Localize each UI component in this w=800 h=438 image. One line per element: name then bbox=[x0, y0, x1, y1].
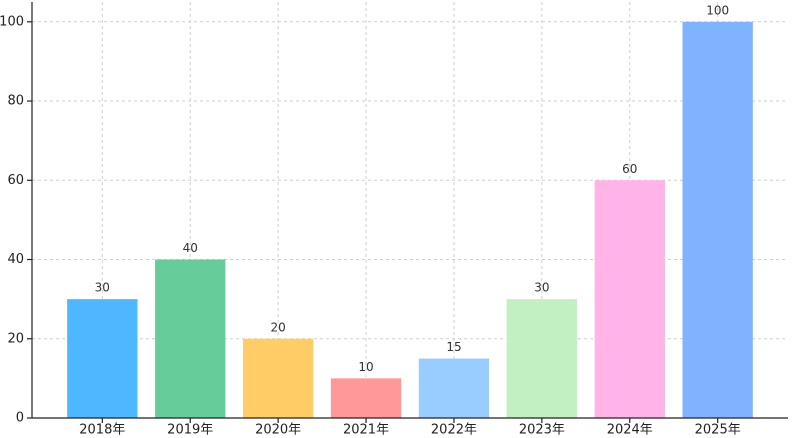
value-label: 10 bbox=[358, 360, 373, 374]
value-label: 15 bbox=[446, 340, 461, 354]
x-tick-label: 2023年 bbox=[519, 423, 565, 438]
y-tick-label: 40 bbox=[7, 252, 24, 267]
y-tick-label: 100 bbox=[0, 14, 24, 29]
x-tick-label: 2019年 bbox=[167, 423, 213, 438]
y-tick-label: 80 bbox=[7, 94, 24, 109]
x-tick-label: 2021年 bbox=[343, 423, 389, 438]
bar bbox=[682, 21, 753, 419]
bar bbox=[418, 358, 490, 418]
x-tick-label: 2020年 bbox=[255, 423, 301, 438]
bar bbox=[330, 378, 402, 418]
bar bbox=[67, 299, 138, 418]
value-label: 40 bbox=[183, 241, 198, 255]
y-tick-label: 60 bbox=[7, 173, 24, 188]
value-label: 30 bbox=[534, 281, 549, 295]
value-label: 30 bbox=[95, 281, 110, 295]
bar bbox=[594, 180, 665, 418]
bar bbox=[506, 299, 578, 418]
y-tick-label: 0 bbox=[16, 411, 24, 426]
value-label: 100 bbox=[706, 3, 729, 17]
y-tick-label: 20 bbox=[7, 331, 24, 346]
x-tick-label: 2024年 bbox=[607, 423, 653, 438]
value-label: 20 bbox=[270, 320, 285, 334]
x-tick-label: 2025年 bbox=[695, 423, 741, 438]
bar bbox=[242, 338, 314, 418]
x-tick-label: 2022年 bbox=[431, 423, 477, 438]
bar bbox=[155, 259, 226, 418]
x-tick-label: 2018年 bbox=[79, 423, 125, 438]
value-label: 60 bbox=[622, 162, 637, 176]
